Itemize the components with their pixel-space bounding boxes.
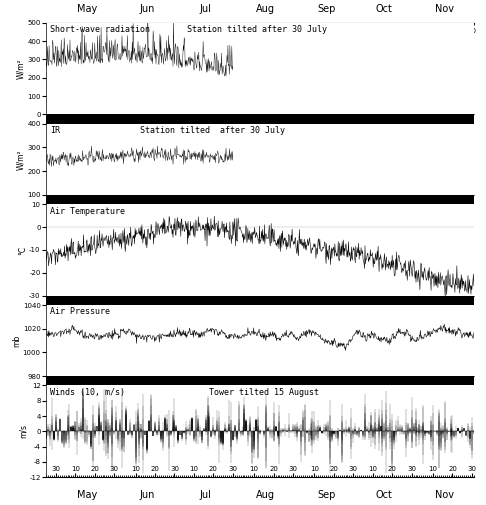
Y-axis label: m/s: m/s — [19, 424, 28, 438]
Text: Oct: Oct — [376, 4, 393, 14]
Text: Jun: Jun — [139, 4, 155, 14]
Text: Winds (10, m/s): Winds (10, m/s) — [51, 388, 125, 397]
Text: Jul: Jul — [200, 490, 211, 500]
Text: Sep: Sep — [317, 4, 335, 14]
Text: Aug: Aug — [256, 490, 276, 500]
Bar — [46, 376, 474, 385]
Y-axis label: W/m²: W/m² — [17, 149, 26, 170]
Y-axis label: mb: mb — [12, 334, 21, 347]
Text: Jun: Jun — [139, 490, 155, 500]
Text: IR: IR — [51, 126, 60, 135]
Bar — [46, 296, 474, 306]
Text: Nov: Nov — [435, 4, 454, 14]
Text: Air Temperature: Air Temperature — [51, 207, 125, 216]
Text: Short-wave radiation: Short-wave radiation — [51, 25, 151, 34]
Text: Oct: Oct — [376, 490, 393, 500]
Text: Station tilted  after 30 July: Station tilted after 30 July — [140, 126, 285, 135]
Y-axis label: °C: °C — [19, 245, 28, 255]
Text: Jul: Jul — [200, 4, 211, 14]
Text: May: May — [77, 490, 97, 500]
Text: Sep: Sep — [317, 490, 335, 500]
Text: Air Pressure: Air Pressure — [51, 308, 110, 317]
Text: Aug: Aug — [256, 4, 276, 14]
Text: May: May — [77, 4, 97, 14]
Bar — [46, 115, 474, 124]
Y-axis label: W/m²: W/m² — [17, 58, 26, 79]
Bar — [46, 194, 474, 204]
Text: Station tilted after 30 July: Station tilted after 30 July — [187, 25, 327, 34]
Text: Tower tilted 15 August: Tower tilted 15 August — [208, 388, 319, 397]
Text: Nov: Nov — [435, 490, 454, 500]
